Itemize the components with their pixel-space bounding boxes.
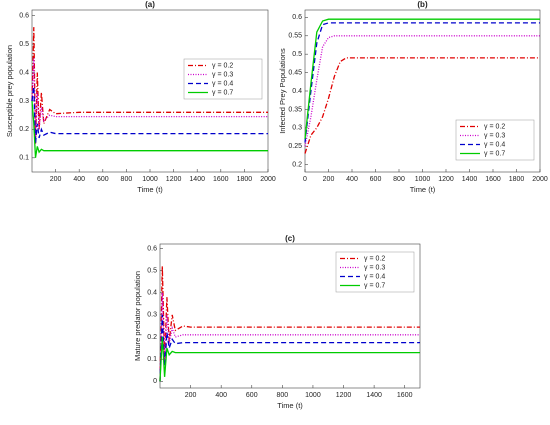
legend-label: γ = 0.3	[364, 264, 385, 271]
y-tick-label: 0.3	[147, 312, 157, 319]
legend-label: γ = 0.3	[212, 71, 233, 78]
y-axis-label: Infected Prey Populations	[278, 48, 287, 134]
legend: γ = 0.2 γ = 0.3 γ = 0.4 γ = 0.7	[183, 58, 263, 100]
x-tick-label: 200	[50, 176, 62, 183]
x-tick-label: 1400	[189, 176, 205, 183]
legend-label: γ = 0.4	[484, 141, 505, 148]
series-line	[159, 314, 420, 382]
x-tick-label: 200	[323, 176, 335, 183]
series-line	[31, 100, 268, 158]
x-tick-label: 1400	[366, 392, 382, 399]
x-tick-label: 1600	[213, 176, 229, 183]
y-tick-label: 0.55	[288, 33, 302, 40]
legend-label: γ = 0.7	[484, 150, 505, 157]
y-tick-label: 0.4	[292, 88, 302, 95]
y-tick-label: 0.2	[147, 334, 157, 341]
x-tick-label: 1600	[485, 176, 501, 183]
y-tick-label: 0.2	[292, 161, 302, 168]
x-tick-label: 1400	[462, 176, 478, 183]
y-axis-label: Mature predator population	[133, 271, 142, 361]
y-tick-label: 0.25	[288, 143, 302, 150]
series-line	[304, 35, 540, 147]
x-tick-label: 1000	[305, 392, 321, 399]
y-tick-label: 0	[153, 378, 157, 385]
x-tick-label: 800	[277, 392, 289, 399]
x-tick-label: 0	[303, 176, 307, 183]
series-line	[159, 292, 420, 382]
series-line	[159, 266, 420, 382]
y-tick-label: 0.2	[19, 126, 29, 133]
series-line	[304, 18, 540, 139]
y-tick-label: 0.6	[19, 13, 29, 20]
legend-label: γ = 0.7	[364, 282, 385, 289]
y-axis-label: Susceptible prey population	[5, 45, 14, 137]
x-tick-label: 800	[121, 176, 133, 183]
x-tick-label: 1000	[415, 176, 431, 183]
chart-title: (b)	[417, 0, 428, 9]
x-tick-label: 1200	[336, 392, 352, 399]
x-tick-label: 800	[393, 176, 405, 183]
x-axis-label: Time (t)	[410, 185, 436, 194]
legend: γ = 0.2 γ = 0.3 γ = 0.4 γ = 0.7	[455, 119, 535, 161]
y-tick-label: 0.5	[19, 41, 29, 48]
x-axis-label: Time (t)	[137, 185, 163, 194]
y-tick-label: 0.3	[19, 98, 29, 105]
chart-title: (a)	[145, 0, 155, 9]
x-axis-label: Time (t)	[277, 401, 303, 410]
y-tick-label: 0.1	[147, 356, 157, 363]
x-tick-label: 600	[246, 392, 258, 399]
series-line	[304, 22, 540, 143]
series-line	[31, 86, 268, 144]
x-tick-label: 400	[73, 176, 85, 183]
y-tick-label: 0.1	[19, 155, 29, 162]
legend-label: γ = 0.4	[212, 80, 233, 87]
y-tick-label: 0.35	[288, 106, 302, 113]
y-tick-label: 0.6	[147, 245, 157, 252]
y-tick-label: 0.4	[19, 69, 29, 76]
x-tick-label: 1200	[438, 176, 454, 183]
series-line	[304, 57, 540, 154]
y-tick-label: 0.4	[147, 290, 157, 297]
x-tick-label: 2000	[532, 176, 548, 183]
series-line	[159, 336, 420, 382]
x-tick-label: 400	[215, 392, 227, 399]
y-tick-label: 0.45	[288, 69, 302, 76]
legend-label: γ = 0.7	[212, 89, 233, 96]
legend-label: γ = 0.3	[484, 132, 505, 139]
legend-label: γ = 0.4	[364, 273, 385, 280]
x-tick-label: 1600	[397, 392, 413, 399]
x-tick-label: 2000	[260, 176, 276, 183]
x-tick-label: 1800	[237, 176, 253, 183]
y-tick-label: 0.5	[292, 51, 302, 58]
x-tick-label: 200	[185, 392, 197, 399]
legend-label: γ = 0.2	[484, 123, 505, 130]
x-tick-label: 600	[97, 176, 109, 183]
y-tick-label: 0.6	[292, 14, 302, 21]
legend: γ = 0.2 γ = 0.3 γ = 0.4 γ = 0.7	[335, 251, 415, 293]
x-tick-label: 1000	[142, 176, 158, 183]
x-tick-label: 400	[346, 176, 358, 183]
y-tick-label: 0.5	[147, 267, 157, 274]
legend-label: γ = 0.2	[212, 62, 233, 69]
x-tick-label: 600	[370, 176, 382, 183]
y-tick-label: 0.3	[292, 125, 302, 132]
x-tick-label: 1800	[509, 176, 525, 183]
chart-title: (c)	[285, 234, 295, 243]
x-tick-label: 1200	[166, 176, 182, 183]
legend-label: γ = 0.2	[364, 255, 385, 262]
